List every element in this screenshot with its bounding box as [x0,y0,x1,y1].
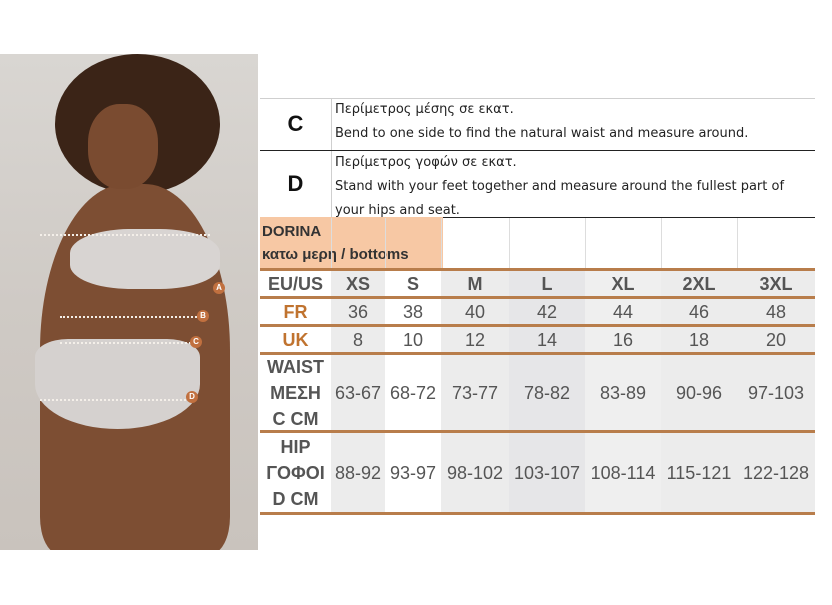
table-cell: 98-102 [446,462,504,483]
marker-d: D [186,391,198,403]
table-cell: 108-114 [590,462,656,483]
measure-line-a [40,234,210,236]
table-cell: 8 [352,329,363,350]
table-cell: 38 [402,301,424,322]
column-shade [331,270,385,514]
size-header-xl: XL [611,273,635,294]
size-header-3xl: 3XL [759,273,793,294]
measure-line-b [60,316,200,318]
table-cell: 78-82 [523,382,571,403]
brand-label: DORINA κατω μερη / bottoms [260,217,443,268]
row-label-waist: WAIST ΜΕΣΗ C CM [260,354,331,432]
description-d: Περίμετρος γοφών σε εκατ. Stand with you… [332,151,815,218]
row-label-fr: FR [283,301,308,322]
size-header-xs: XS [345,273,370,294]
row-divider [260,430,815,433]
model-briefs [35,339,200,429]
row-divider [260,512,815,515]
description-d-english: Stand with your feet together and measur… [335,179,785,218]
description-d-greek: Περίμετρος γοφών σε εκατ. [335,155,517,170]
table-cell: 40 [464,301,486,322]
description-c: Περίμετρος μέσης σε εκατ. Bend to one si… [332,98,815,150]
header-label: EU/US [267,273,323,294]
row-label-uk: UK [282,329,309,350]
brand-name: DORINA [262,223,322,240]
row-label-line: HIP [280,437,311,457]
size-header-s: S [406,273,419,294]
table-cell: 48 [765,301,787,322]
row-divider [260,324,815,327]
table-cell: 20 [765,329,787,350]
model-bra [70,229,220,289]
grid-line [661,218,662,269]
table-cell: 115-121 [666,462,732,483]
column-shade [585,270,661,514]
table-cell: 10 [402,329,424,350]
table-cell: 63-67 [334,382,382,403]
table-cell: 83-89 [599,382,647,403]
table-cell: 36 [347,301,369,322]
marker-b: B [197,310,209,322]
grid-line [385,218,386,269]
brand-subtitle: κατω μερη / bottoms [262,246,409,263]
column-shade [661,270,737,514]
model-face [88,104,158,189]
table-cell: 44 [612,301,634,322]
grid-line [509,218,510,269]
table-cell: 14 [536,329,558,350]
table-cell: 122-128 [742,462,810,483]
column-shade [509,270,585,514]
grid-line [441,218,442,269]
row-label-line: D CM [272,489,319,509]
table-cell: 103-107 [513,462,581,483]
letter-d: D [287,171,304,196]
row-label-line: WAIST [267,357,324,377]
grid-line [585,218,586,269]
table-cell: 97-103 [747,382,805,403]
row-divider [260,268,815,271]
table-cell: 16 [612,329,634,350]
marker-c: C [190,336,202,348]
row-label-hip: HIP ΓΟΦΟΙ D CM [260,432,331,514]
table-cell: 88-92 [334,462,382,483]
row-label-line: ΓΟΦΟΙ [266,463,325,483]
table-cell: 42 [536,301,558,322]
table-cell: 18 [688,329,710,350]
measure-line-d [40,399,190,401]
model-photo: A B C D [0,54,258,550]
table-cell: 68-72 [389,382,437,403]
row-divider [260,296,815,299]
size-header-2xl: 2XL [682,273,716,294]
row-divider [260,352,815,355]
description-c-greek: Περίμετρος μέσης σε εκατ. [335,102,514,117]
description-c-english: Bend to one side to find the natural wai… [335,126,749,141]
table-cell: 46 [688,301,710,322]
row-label-line: ΜΕΣΗ [270,383,321,403]
column-shade [385,270,441,514]
column-shade [737,270,815,514]
marker-a: A [213,282,225,294]
column-shade [441,270,509,514]
grid-line [737,218,738,269]
table-cell: 73-77 [451,382,499,403]
table-cell: 90-96 [675,382,723,403]
table-cell: 93-97 [389,462,437,483]
row-label-line: C CM [272,409,319,429]
grid-line [331,218,332,269]
table-cell: 12 [464,329,486,350]
measure-line-c [60,342,195,344]
letter-c: C [287,111,304,136]
size-header-l: L [541,273,553,294]
size-header-m: M [467,273,483,294]
